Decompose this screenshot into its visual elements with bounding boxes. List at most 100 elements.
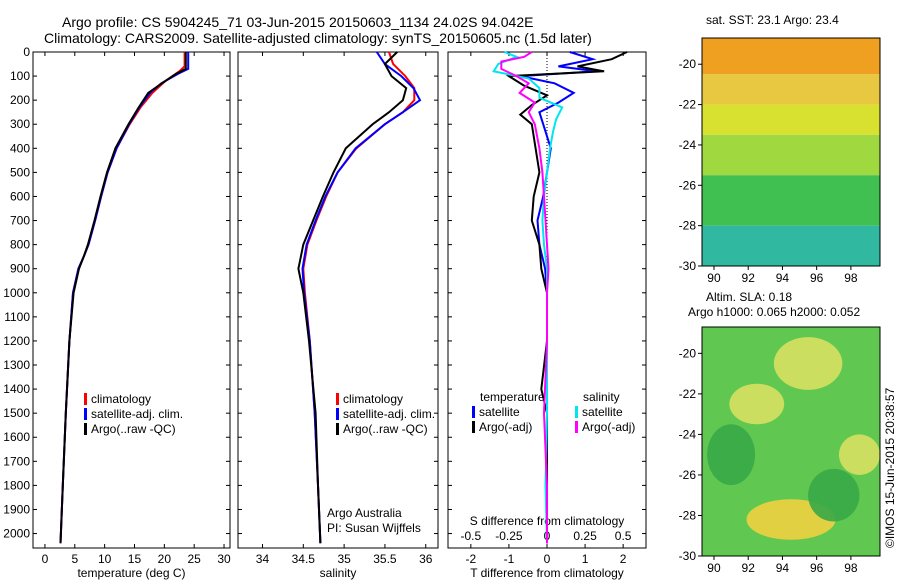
sst-map-lon-tick-label: 92 [742, 271, 756, 285]
temperature-legend-2-label: Argo(..raw -QC) [91, 422, 176, 436]
sst-map: -20 -22 -24 -26 -28 -30 90 92 94 96 98 [679, 37, 881, 285]
sst-map-lat-tick-label: -28 [679, 219, 697, 233]
sla-map-lat-tick-label: -28 [679, 508, 697, 522]
sst-map-lon-tick-label: 98 [844, 271, 858, 285]
depth-tick-label: 2000 [3, 527, 30, 541]
salinity-diff-tick-label: -0.25 [495, 529, 523, 543]
sla-map-anomaly-blob [773, 337, 843, 390]
temperature-x-tick-label: 10 [98, 552, 112, 566]
temperature-legend-2-swatch [84, 423, 87, 435]
salinity-series-argo-raw-qc- [297, 51, 408, 544]
depth-tick-label: 500 [10, 165, 30, 179]
temperature-xlabel: temperature (deg C) [77, 566, 185, 580]
diff-legend-temp-argo-label: Argo(-adj) [479, 420, 532, 434]
temperature-x-tick-label: 15 [128, 552, 142, 566]
depth-tick-label: 0 [23, 45, 30, 59]
sla-map-frame [701, 326, 881, 557]
sla-map-lat-tick-label: -30 [679, 549, 697, 563]
depth-tick-label: 700 [10, 214, 30, 228]
figure-title-line2: Climatology: CARS2009. Satellite-adjuste… [44, 30, 592, 46]
sst-map-band [702, 74, 880, 105]
sla-map: -20 -22 -24 -26 -28 -30 90 92 94 96 98 [679, 326, 881, 575]
salinity-diff-tick-label: -0.5 [461, 529, 482, 543]
sla-map-field [702, 327, 880, 556]
temperature-x-tick-label: 5 [71, 552, 78, 566]
diff-legend-temp-argo-swatch [472, 421, 475, 433]
temperature-x-tick-label: 0 [42, 552, 49, 566]
depth-tick-label: 1300 [3, 358, 30, 372]
sst-map-band [702, 104, 880, 135]
sst-map-title: sat. SST: 23.1 Argo: 23.4 [706, 13, 839, 27]
sst-map-lon-tick-label: 94 [776, 271, 790, 285]
timestamp-watermark: ©IMOS 15-Jun-2015 20:38:57 [883, 387, 897, 548]
diff-legend-sal-argo-swatch [575, 421, 578, 433]
depth-tick-label: 1400 [3, 382, 30, 396]
depth-tick-label: 1600 [3, 430, 30, 444]
diff-legend-header-salinity: salinity [583, 390, 620, 404]
depth-tick-label: 1500 [3, 406, 30, 420]
salinity-x-tick-label: 34.5 [292, 552, 316, 566]
salinity-diff-tick-label: 0.25 [573, 529, 597, 543]
salinity-x-tick-label: 35.5 [373, 552, 397, 566]
temperature-panel: 0100200300400500600700800900100011001200… [3, 45, 231, 580]
salinity-series-climatology [302, 51, 416, 544]
depth-tick-label: 600 [10, 189, 30, 203]
salinity-diff-tick-label: 0.5 [615, 529, 632, 543]
temperature-legend-0-label: climatology [91, 392, 151, 406]
sst-map-lat-tick-label: -30 [679, 259, 697, 273]
difference-x-tick-label: 2 [620, 552, 627, 566]
credit-line1: Argo Australia [327, 506, 402, 520]
difference-panel: -2 -1 0 1 2-0.5 -0.25 0 0.25 0.5S difference fro… [447, 51, 647, 580]
salinity-panel: 34 34.5 35 35.5 36 salinity climatologysatelli… [237, 51, 439, 580]
depth-tick-label: 100 [10, 69, 30, 83]
salinity-frame [237, 51, 439, 549]
diff-legend-header-temperature: temperature [480, 390, 545, 404]
sla-map-title: Altim. SLA: 0.18 [706, 290, 792, 304]
sst-map-band [702, 175, 880, 226]
sst-map-band [702, 225, 880, 266]
difference-x-tick-label: 0 [544, 552, 551, 566]
temperature-diff-xlabel: T difference from climatology [470, 566, 624, 580]
sla-map-lon-tick-label: 98 [844, 561, 858, 575]
salinity-legend-2-label: Argo(..raw -QC) [343, 422, 428, 436]
difference-series-argo-adj- [505, 51, 628, 544]
argo-h-title: Argo h1000: 0.065 h2000: 0.052 [688, 305, 860, 319]
sla-map-lon-tick-label: 90 [707, 561, 721, 575]
sla-map-anomaly-blob [707, 424, 756, 486]
temperature-series-argo-raw-qc- [59, 52, 187, 544]
sst-map-frame [701, 37, 881, 267]
salinity-legend-1-swatch [336, 408, 339, 420]
diff-legend-temp-sat-label: satellite [479, 405, 520, 419]
difference-series-argo-adj- [500, 51, 550, 544]
sla-map-lat-tick-label: -22 [679, 387, 697, 401]
salinity-xlabel: salinity [320, 566, 357, 580]
difference-x-tick-label: -1 [504, 552, 515, 566]
difference-series-satellite [492, 51, 564, 544]
sla-map-lon-tick-label: 92 [742, 561, 756, 575]
depth-tick-label: 800 [10, 238, 30, 252]
sst-map-lat-tick-label: -20 [679, 57, 697, 71]
temperature-x-tick-label: 30 [217, 552, 231, 566]
sst-map-lon-tick-label: 96 [810, 271, 824, 285]
sst-map-lon-tick-label: 90 [707, 271, 721, 285]
sla-map-anomaly-blob [838, 434, 880, 475]
sla-map-lat-tick-label: -26 [679, 468, 697, 482]
sst-map-field [702, 38, 880, 266]
sla-map-lat-tick-label: -24 [679, 427, 697, 441]
temperature-frame [32, 51, 231, 549]
temperature-legend-1-label: satellite-adj. clim. [91, 407, 183, 421]
depth-tick-label: 1800 [3, 478, 30, 492]
sla-map-lon-tick-label: 94 [776, 561, 790, 575]
sla-map-anomaly-blob [729, 383, 785, 425]
salinity-x-tick-label: 34 [256, 552, 270, 566]
sst-map-lat-tick-label: -22 [679, 98, 697, 112]
depth-tick-label: 1200 [3, 334, 30, 348]
salinity-legend-1-label: satellite-adj. clim. [343, 407, 435, 421]
salinity-x-tick-label: 36 [419, 552, 433, 566]
sst-map-band [702, 38, 880, 75]
temperature-x-tick-label: 25 [188, 552, 202, 566]
depth-tick-label: 1700 [3, 454, 30, 468]
temperature-series-satellite-adj-clim- [59, 52, 190, 544]
depth-tick-label: 1900 [3, 502, 30, 516]
